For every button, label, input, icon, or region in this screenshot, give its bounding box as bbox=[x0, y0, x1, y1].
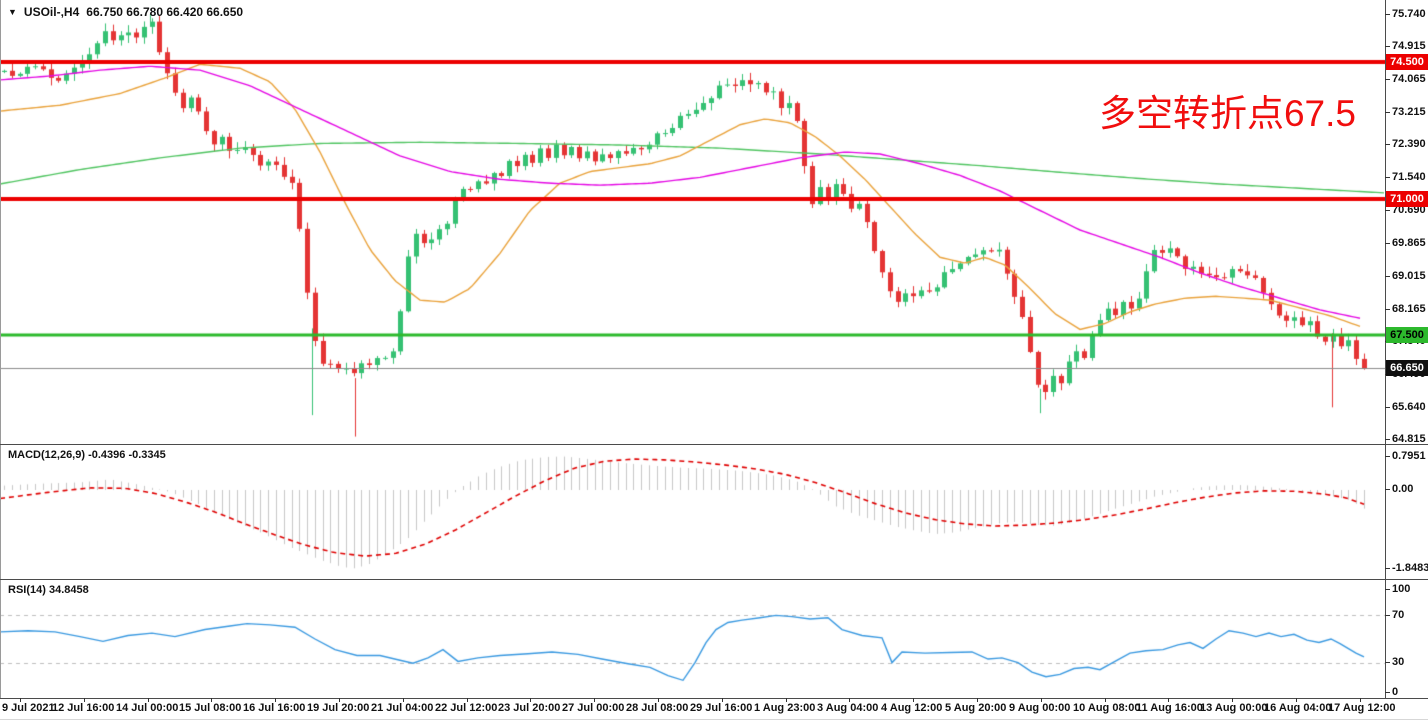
ohlc-collapse-icon[interactable]: ▼ bbox=[8, 6, 17, 17]
symbol-timeframe-label: USOil-,H4 bbox=[23, 5, 80, 19]
date-tick-mark bbox=[403, 698, 404, 702]
price-tick-label: 65.640 bbox=[1385, 401, 1426, 414]
rsi-indicator-canvas[interactable] bbox=[0, 580, 1386, 698]
date-label: 4 Aug 12:00 bbox=[881, 702, 943, 714]
date-tick-mark bbox=[594, 698, 595, 702]
date-label: 3 Aug 04:00 bbox=[817, 702, 879, 714]
date-label: 28 Jul 08:00 bbox=[626, 702, 689, 714]
chart-left-border bbox=[0, 0, 1, 698]
date-label: 16 Jul 16:00 bbox=[243, 702, 306, 714]
date-tick-mark bbox=[530, 698, 531, 702]
date-tick-mark bbox=[1041, 698, 1042, 702]
date-label: 27 Jul 00:00 bbox=[562, 702, 625, 714]
date-tick-mark bbox=[20, 698, 21, 702]
main-macd-separator[interactable] bbox=[0, 444, 1428, 445]
chart-info-bar: ▼ USOil-,H4 66.750 66.780 66.420 66.650 bbox=[8, 5, 243, 19]
macd-tick-label: 0.00 bbox=[1384, 483, 1414, 496]
price-tick-label: 71.540 bbox=[1385, 171, 1426, 184]
time-axis-border[interactable] bbox=[0, 698, 1428, 699]
date-tick-mark bbox=[1232, 698, 1233, 702]
date-tick-mark bbox=[148, 698, 149, 702]
date-label: 16 Aug 04:00 bbox=[1264, 702, 1332, 714]
date-tick-mark bbox=[722, 698, 723, 702]
price-level-flag: 66.650 bbox=[1386, 360, 1428, 377]
date-tick-mark bbox=[1296, 698, 1297, 702]
date-label: 21 Jul 04:00 bbox=[371, 702, 434, 714]
price-tick-label: 74.065 bbox=[1385, 72, 1426, 85]
price-tick-label: 64.815 bbox=[1385, 433, 1426, 446]
date-label: 14 Jul 00:00 bbox=[116, 702, 179, 714]
date-tick-mark bbox=[977, 698, 978, 702]
date-label: 9 Aug 00:00 bbox=[1009, 702, 1071, 714]
date-label: 22 Jul 12:00 bbox=[435, 702, 498, 714]
rsi-tick-label: 100 bbox=[1384, 583, 1411, 595]
date-label: 12 Jul 16:00 bbox=[52, 702, 115, 714]
date-label: 5 Aug 20:00 bbox=[945, 702, 1007, 714]
rsi-tick-label: 70 bbox=[1384, 608, 1405, 621]
macd-tick-label: 0.7951 bbox=[1385, 449, 1426, 462]
date-tick-mark bbox=[1168, 698, 1169, 702]
date-label: 29 Jul 16:00 bbox=[690, 702, 753, 714]
macd-rsi-separator[interactable] bbox=[0, 579, 1428, 580]
price-tick-label: 73.215 bbox=[1385, 105, 1426, 118]
price-level-flag: 67.500 bbox=[1386, 327, 1428, 344]
date-tick-mark bbox=[211, 698, 212, 702]
date-label: 13 Aug 00:00 bbox=[1200, 702, 1268, 714]
macd-indicator-canvas[interactable] bbox=[0, 445, 1386, 578]
date-tick-mark bbox=[275, 698, 276, 702]
chart-annotation-text: 多空转折点67.5 bbox=[1098, 93, 1356, 134]
price-level-flag: 71.000 bbox=[1386, 190, 1428, 207]
date-tick-mark bbox=[913, 698, 914, 702]
date-tick-mark bbox=[1360, 698, 1361, 702]
price-tick-label: 69.015 bbox=[1385, 269, 1426, 282]
price-tick-label: 72.390 bbox=[1385, 138, 1426, 151]
price-tick-label: 68.165 bbox=[1385, 302, 1426, 315]
rsi-tick-label: 0 bbox=[1384, 686, 1399, 698]
macd-tick-label: -1.8483 bbox=[1384, 561, 1428, 574]
price-level-flag: 74.500 bbox=[1386, 54, 1428, 71]
rsi-pane-label: RSI(14) 34.8458 bbox=[8, 584, 89, 596]
price-chart-canvas[interactable] bbox=[0, 0, 1386, 444]
date-label: 17 Aug 12:00 bbox=[1328, 702, 1396, 714]
date-tick-mark bbox=[467, 698, 468, 702]
date-label: 9 Jul 2021 bbox=[2, 702, 55, 714]
price-tick-label: 70.690 bbox=[1385, 204, 1426, 217]
date-tick-mark bbox=[658, 698, 659, 702]
date-tick-mark bbox=[84, 698, 85, 702]
price-tick-label: 74.915 bbox=[1385, 39, 1426, 52]
price-tick-label: 75.740 bbox=[1385, 7, 1426, 20]
ohlc-values: 66.750 66.780 66.420 66.650 bbox=[86, 5, 244, 19]
window-bottom-edge bbox=[0, 719, 1428, 720]
rsi-tick-label: 30 bbox=[1384, 656, 1405, 669]
price-tick-label: 69.865 bbox=[1385, 236, 1426, 249]
date-tick-mark bbox=[849, 698, 850, 702]
date-label: 19 Jul 20:00 bbox=[307, 702, 370, 714]
date-tick-mark bbox=[1105, 698, 1106, 702]
date-label: 15 Jul 08:00 bbox=[179, 702, 242, 714]
price-scale-border[interactable] bbox=[1385, 0, 1386, 698]
date-tick-mark bbox=[786, 698, 787, 702]
date-tick-mark bbox=[339, 698, 340, 702]
macd-pane-label: MACD(12,26,9) -0.4396 -0.3345 bbox=[8, 449, 166, 461]
date-label: 10 Aug 08:00 bbox=[1073, 702, 1141, 714]
date-label: 11 Aug 16:00 bbox=[1136, 702, 1203, 714]
date-label: 1 Aug 23:00 bbox=[754, 702, 816, 714]
date-label: 23 Jul 20:00 bbox=[498, 702, 561, 714]
